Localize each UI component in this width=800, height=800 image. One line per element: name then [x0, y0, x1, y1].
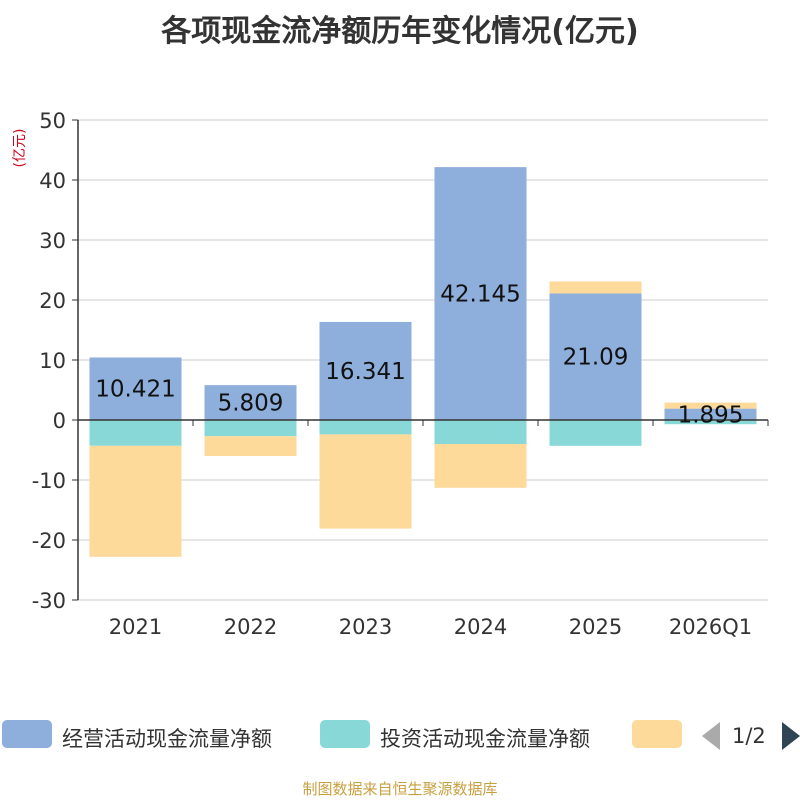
data-label-2025: 21.09	[563, 345, 629, 371]
bar-operating-2021	[89, 357, 182, 420]
bar-investing-2023	[319, 420, 412, 435]
legend-swatch-operating	[2, 720, 52, 748]
bar-operating-2024	[434, 167, 527, 420]
data-label-2022: 5.809	[218, 391, 284, 417]
y-tick-label: 10	[39, 349, 66, 373]
bar-operating-2025	[549, 293, 642, 420]
legend-pager: 1/2	[700, 720, 800, 752]
data-label-2021: 10.421	[95, 377, 175, 403]
x-tick-label: 2025	[569, 615, 622, 639]
x-tick-label: 2026Q1	[669, 615, 752, 639]
bar-financing-2026Q1	[664, 402, 757, 409]
y-tick-label: 40	[39, 169, 66, 193]
legend: 经营活动现金流量净额 投资活动现金流量净额 1/2	[0, 712, 800, 756]
data-label-2023: 16.341	[325, 359, 405, 385]
axes: 50 40 30 20 10 0 -10 -20 -30 2021 2022 2023 2024 2025…	[32, 109, 769, 639]
data-label-2026Q1: 1.895	[678, 402, 744, 428]
bars	[89, 167, 757, 557]
x-tick-label: 2022	[224, 615, 277, 639]
data-labels: 10.421 5.809 16.341 42.145 21.09 1.895	[95, 282, 743, 429]
y-tick-label: -10	[32, 469, 66, 493]
bar-financing-2022	[204, 436, 297, 456]
y-tick-label: 20	[39, 289, 66, 313]
bar-operating-2023	[319, 321, 412, 420]
x-tick-label: 2024	[454, 615, 507, 639]
data-label-2024: 42.145	[440, 282, 520, 308]
grid-lines	[78, 119, 768, 601]
y-tick-label: 30	[39, 229, 66, 253]
bar-operating-2022	[204, 385, 297, 420]
legend-page-indicator: 1/2	[732, 724, 766, 748]
y-tick-label: 0	[53, 409, 66, 433]
source-footer: 制图数据来自恒生聚源数据库	[302, 780, 498, 798]
legend-swatch-investing	[320, 720, 370, 748]
x-tick-label: 2021	[109, 615, 162, 639]
y-axis-unit-label: (亿元)	[12, 129, 28, 168]
bar-investing-2024	[434, 420, 527, 444]
chart-canvas: (亿元) 50 40 30 20 10 0 -10 -20 -30 2021 2022 2023 202…	[12, 109, 769, 639]
y-tick-label: -30	[32, 589, 66, 613]
bar-investing-2025	[549, 420, 642, 446]
bar-investing-2026Q1	[664, 420, 757, 425]
x-tick-label: 2023	[339, 615, 392, 639]
y-tick-label: 50	[39, 109, 66, 133]
prev-page-icon[interactable]	[702, 722, 720, 750]
bar-investing-2021	[89, 420, 182, 446]
bar-investing-2022	[204, 420, 297, 437]
bar-operating-2026Q1	[664, 408, 757, 420]
bar-financing-2024	[434, 444, 527, 488]
chart-title: 各项现金流净额历年变化情况(亿元)	[161, 14, 639, 49]
legend-label-operating: 经营活动现金流量净额	[62, 727, 272, 751]
bar-financing-2023	[319, 434, 412, 529]
y-tick-label: -20	[32, 529, 66, 553]
next-page-icon[interactable]	[782, 722, 800, 750]
legend-swatch-financing	[632, 720, 682, 748]
legend-label-investing: 投资活动现金流量净额	[380, 727, 590, 751]
bar-financing-2025	[549, 281, 642, 294]
bar-financing-2021	[89, 445, 182, 557]
